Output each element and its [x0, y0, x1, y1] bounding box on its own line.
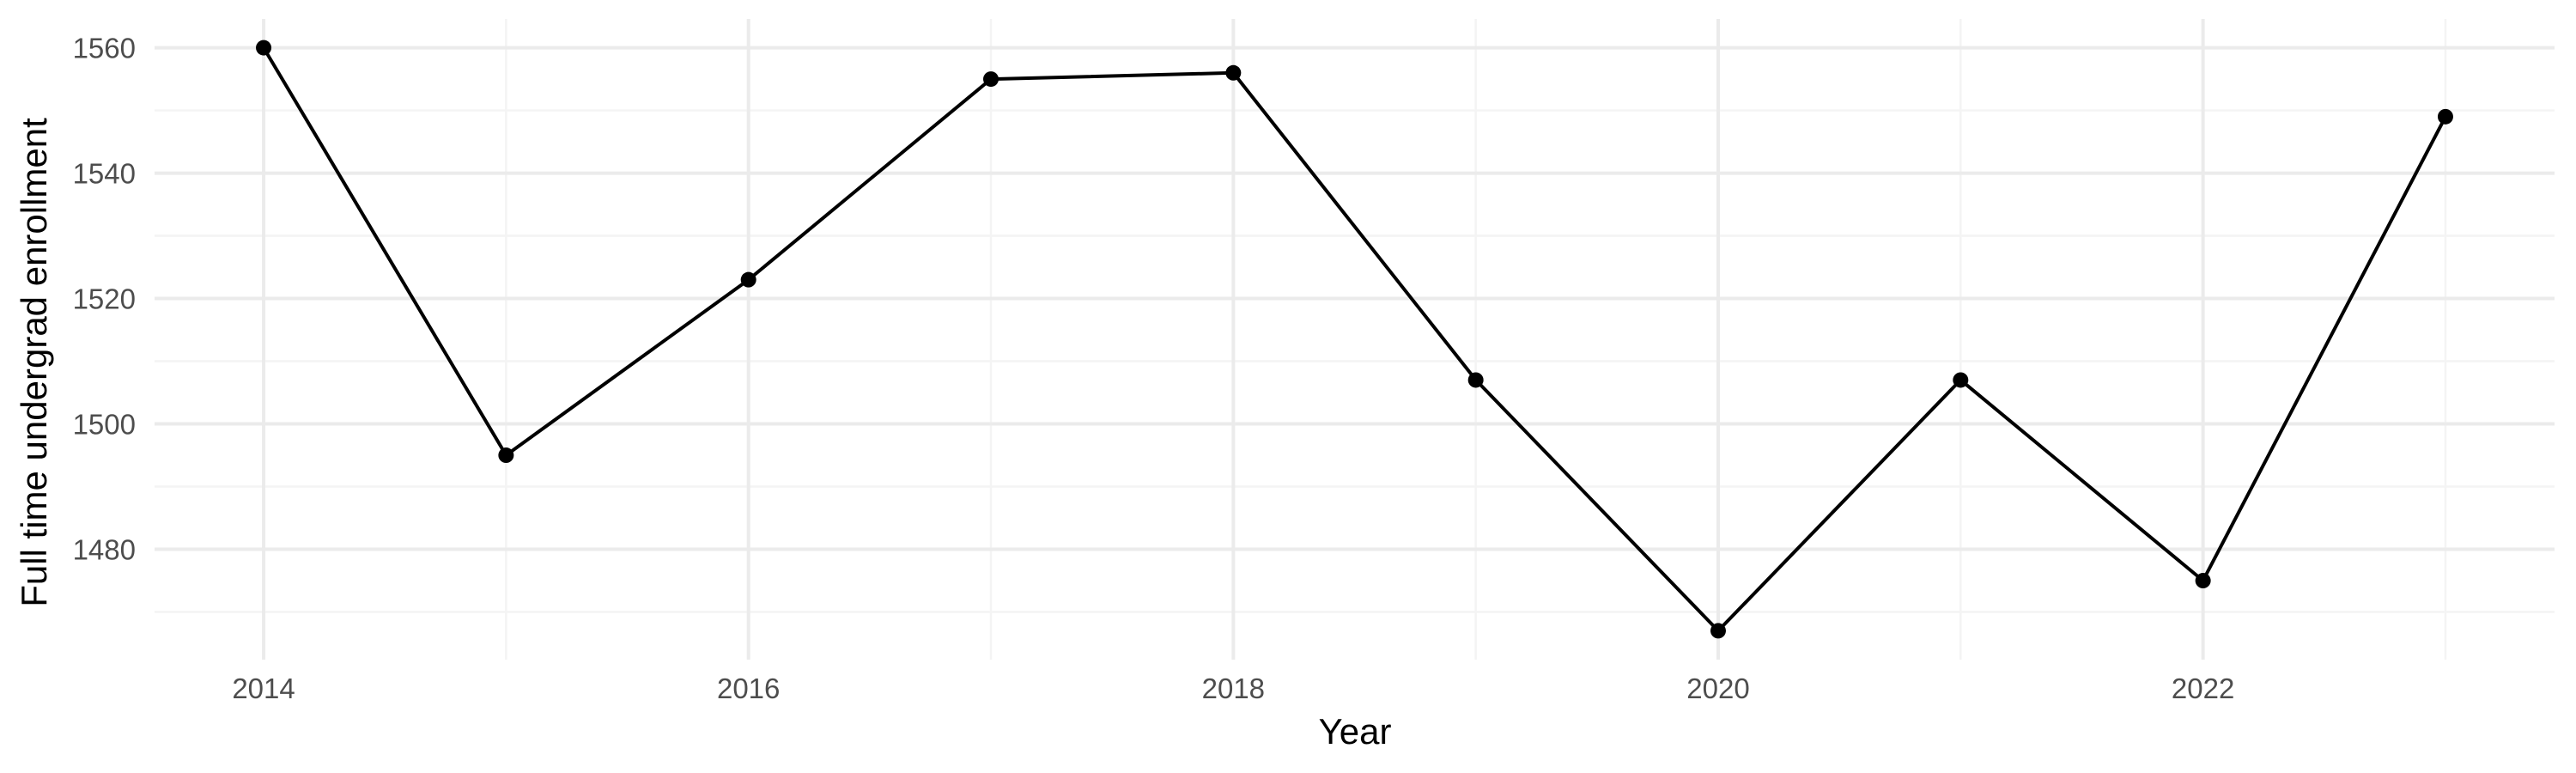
y-axis-title: Full time undergrad enrollment	[14, 118, 54, 607]
data-point	[1467, 372, 1484, 388]
x-tick-label: 2020	[1686, 673, 1749, 704]
x-tick-label: 2022	[2172, 673, 2234, 704]
data-point	[1953, 372, 1969, 388]
x-tick-label: 2018	[1202, 673, 1265, 704]
data-point	[498, 447, 514, 464]
y-tick-label: 1500	[73, 409, 136, 441]
series-layer	[262, 46, 2447, 633]
y-tick-label: 1520	[73, 283, 136, 315]
data-point	[2437, 108, 2453, 125]
y-tick-label: 1560	[73, 33, 136, 64]
minor-gridlines	[155, 19, 2555, 660]
major-gridlines	[155, 19, 2555, 660]
x-tick-label: 2014	[232, 673, 295, 704]
y-tick-label: 1480	[73, 534, 136, 566]
data-points	[256, 40, 2453, 639]
data-point	[256, 40, 272, 56]
data-point	[2195, 573, 2211, 589]
x-tick-label: 2016	[717, 673, 780, 704]
data-point	[1710, 623, 1726, 639]
x-axis-tick-labels: 2014 2016 2018 2020 2022	[232, 673, 2234, 704]
data-point	[1225, 64, 1242, 81]
y-axis-tick-labels: 1480 1500 1520 1540 1560	[73, 33, 136, 566]
data-point	[740, 271, 756, 288]
series-line	[262, 46, 2447, 633]
x-axis-title: Year	[1319, 711, 1392, 752]
y-tick-label: 1540	[73, 158, 136, 190]
data-point	[983, 71, 999, 88]
